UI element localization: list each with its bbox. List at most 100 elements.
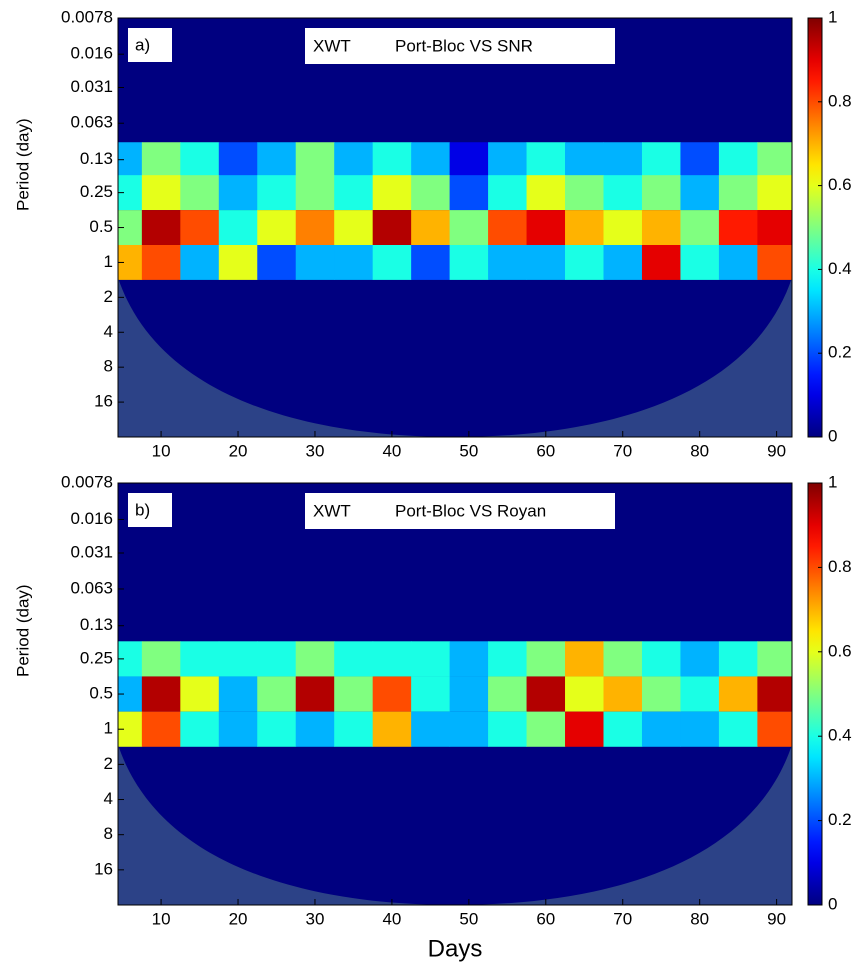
heat-cell (411, 641, 451, 677)
heat-cell (411, 711, 451, 747)
heat-cell (718, 676, 758, 712)
heat-cell (295, 641, 335, 677)
x-tick-label: 30 (306, 441, 325, 460)
x-tick-label: 60 (536, 441, 555, 460)
colorbar (807, 17, 823, 438)
heat-cell (680, 641, 720, 677)
heat-cell (257, 142, 297, 178)
heat-cell (565, 142, 604, 178)
x-tick-label: 90 (767, 909, 786, 928)
y-tick-label: 16 (94, 392, 113, 411)
heat-cell (334, 210, 374, 245)
heat-cell (180, 175, 220, 211)
x-tick-label: 40 (382, 441, 401, 460)
heat-cell (757, 676, 792, 712)
heat-cell (757, 244, 792, 280)
y-tick-label: 1 (104, 719, 113, 738)
heat-cell (295, 711, 335, 747)
x-axis-label: Days (428, 935, 483, 962)
y-tick-label: 8 (104, 824, 113, 843)
heat-cell (218, 711, 258, 747)
heat-cell (372, 711, 412, 747)
heat-cell (218, 175, 258, 211)
heat-cell (526, 711, 566, 747)
colorbar-tick-label: 1 (828, 472, 837, 491)
y-tick-label: 0.031 (70, 77, 113, 96)
y-tick-label: 16 (94, 859, 113, 878)
panel-label-box (128, 493, 172, 527)
y-tick-label: 0.031 (70, 542, 113, 561)
heat-cell (718, 175, 758, 211)
heat-cell (718, 711, 758, 747)
heat-cell (218, 142, 258, 178)
heat-cell (449, 175, 489, 211)
plot-area (118, 18, 792, 437)
panel-label-box (128, 28, 172, 62)
title-box (305, 493, 615, 529)
colorbar-tick-label: 0.2 (828, 810, 852, 829)
heat-cell (603, 244, 643, 280)
colorbar-tick-label: 0.6 (828, 175, 852, 194)
y-tick-label: 0.063 (70, 113, 113, 132)
heat-cell (565, 244, 604, 280)
heat-cell (180, 711, 220, 747)
heat-cell (565, 711, 604, 747)
y-tick-label: 0.0078 (61, 472, 113, 491)
x-tick-label: 70 (613, 909, 632, 928)
heat-cell (334, 641, 374, 677)
y-tick-label: 0.5 (89, 217, 113, 236)
heat-cell (180, 244, 220, 280)
heat-cell (565, 641, 604, 677)
heat-cell (603, 641, 643, 677)
heat-cell (141, 175, 181, 211)
heat-cell (257, 641, 297, 677)
heat-cell (488, 711, 528, 747)
y-tick-label: 0.25 (80, 648, 113, 667)
heat-cell (641, 175, 681, 211)
heat-cell (603, 711, 643, 747)
heat-cell (757, 175, 792, 211)
heat-cell (295, 142, 335, 178)
heat-cell (218, 210, 258, 245)
cone-of-influence (118, 744, 792, 905)
heat-cell (680, 711, 720, 747)
heat-cell (565, 175, 604, 211)
heat-cell (334, 244, 374, 280)
heat-cell (257, 711, 297, 747)
heat-cell (257, 676, 297, 712)
x-tick-label: 60 (536, 909, 555, 928)
heat-cell (757, 142, 792, 178)
x-tick-label: 30 (306, 909, 325, 928)
heat-cell (449, 676, 489, 712)
heat-cell (449, 142, 489, 178)
y-tick-label: 0.016 (70, 44, 113, 63)
heat-cell (334, 711, 374, 747)
heat-cell (449, 641, 489, 677)
heat-cell (641, 244, 681, 280)
heat-cell (218, 244, 258, 280)
heat-cell (411, 244, 451, 280)
x-tick-label: 80 (690, 909, 709, 928)
heat-cell (257, 244, 297, 280)
y-tick-label: 0.13 (80, 149, 113, 168)
y-tick-label: 0.25 (80, 182, 113, 201)
heat-cell (180, 142, 220, 178)
y-tick-label: 8 (104, 357, 113, 376)
heat-cell (641, 142, 681, 178)
heat-cell (718, 210, 758, 245)
heat-cell (565, 676, 604, 712)
x-tick-label: 90 (767, 441, 786, 460)
heat-cell (718, 641, 758, 677)
x-tick-label: 20 (229, 441, 248, 460)
y-tick-label: 1 (104, 252, 113, 271)
heat-cell (680, 142, 720, 178)
heat-cell (180, 641, 220, 677)
heat-cell (411, 175, 451, 211)
y-tick-label: 0.5 (89, 684, 113, 703)
title-box (305, 28, 615, 64)
heat-cell (218, 641, 258, 677)
heat-cell (488, 676, 528, 712)
heat-cell (603, 210, 643, 245)
heat-cell (295, 676, 335, 712)
